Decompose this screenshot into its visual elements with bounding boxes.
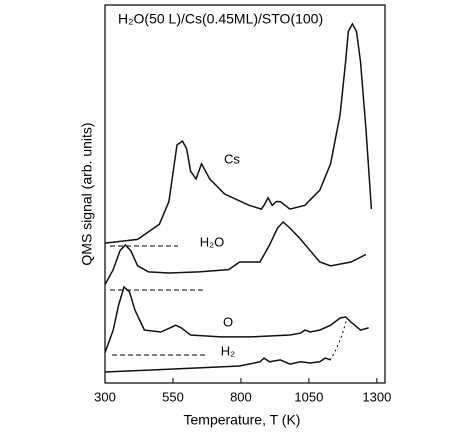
x-tick-label: 550 <box>162 389 184 404</box>
line-trace <box>104 22 373 244</box>
line-trace <box>104 220 367 286</box>
x-tick-label: 300 <box>94 389 116 404</box>
series-label: H₂O <box>200 234 225 249</box>
series-label: Cs <box>224 151 240 166</box>
series-label: H₂ <box>221 343 235 358</box>
x-tick-label: 1050 <box>294 389 323 404</box>
x-tick-label: 1300 <box>362 389 391 404</box>
y-axis-label: QMS signal (arb. units) <box>79 122 95 265</box>
line-trace <box>104 285 369 354</box>
chart-title: H₂O(50 L)/Cs(0.45ML)/STO(100) <box>118 11 323 27</box>
series-label: O <box>223 314 233 329</box>
x-tick-label: 800 <box>230 389 252 404</box>
plot-frame <box>104 4 386 384</box>
x-axis-label: Temperature, T (K) <box>184 412 301 428</box>
guide <box>329 317 348 361</box>
line-trace <box>104 357 331 373</box>
